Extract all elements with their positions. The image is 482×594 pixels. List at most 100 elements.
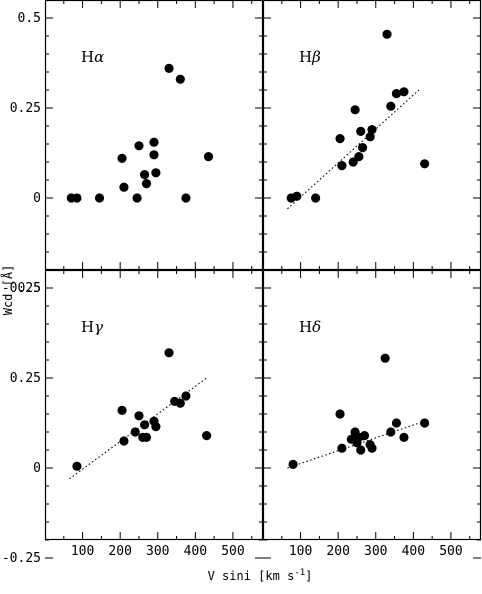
x-tick-label: 100 bbox=[289, 544, 312, 559]
data-point bbox=[391, 89, 402, 99]
panel-label: Hγ bbox=[81, 318, 103, 336]
y-tick-label: 0.25 bbox=[10, 371, 41, 386]
data-point bbox=[151, 168, 161, 178]
y-tick-label: 0.5 bbox=[18, 11, 41, 26]
panel-label: Hδ bbox=[299, 318, 321, 336]
data-point bbox=[288, 459, 298, 469]
x-axis-title-close: ] bbox=[305, 569, 312, 583]
y-tick-label: 0 bbox=[33, 461, 41, 476]
data-point bbox=[386, 101, 396, 111]
x-tick-label: 500 bbox=[221, 544, 244, 559]
panel-label: Hα bbox=[81, 48, 104, 66]
x-tick-label: 300 bbox=[146, 544, 169, 559]
data-point bbox=[399, 87, 409, 97]
data-point bbox=[140, 170, 150, 180]
data-point bbox=[119, 436, 129, 446]
x-tick-label: 500 bbox=[439, 544, 462, 559]
x-axis-title-main: V sini [km s bbox=[208, 569, 295, 583]
data-point bbox=[203, 152, 214, 162]
data-point bbox=[367, 443, 377, 453]
data-point bbox=[356, 126, 366, 136]
panel-label-letter: H bbox=[299, 48, 312, 66]
data-point bbox=[141, 432, 152, 442]
data-point bbox=[181, 391, 191, 401]
data-point bbox=[175, 398, 185, 408]
panel-frame bbox=[44, 269, 264, 541]
panel-label-greek: γ bbox=[94, 318, 103, 336]
data-point bbox=[149, 150, 159, 160]
panel-label-greek: β bbox=[311, 48, 321, 66]
y-tick-label: 0.25 bbox=[10, 101, 41, 116]
data-point bbox=[356, 445, 366, 455]
data-point bbox=[141, 179, 152, 189]
data-point bbox=[164, 63, 174, 73]
data-point bbox=[151, 422, 161, 432]
panel-label-letter: H bbox=[81, 48, 94, 66]
x-tick-label: 100 bbox=[71, 544, 94, 559]
data-point bbox=[202, 431, 212, 441]
data-point bbox=[72, 461, 82, 471]
data-point bbox=[119, 182, 129, 192]
data-point bbox=[367, 125, 377, 135]
panel-label: Hβ bbox=[299, 48, 321, 66]
data-point bbox=[382, 29, 392, 39]
data-point bbox=[337, 443, 347, 453]
data-point bbox=[386, 427, 396, 437]
panel-frame bbox=[262, 269, 482, 541]
data-point bbox=[117, 405, 127, 415]
data-point bbox=[181, 193, 191, 203]
panel-top-left: 0.5 0.25 0 -0.25 Hα bbox=[2, 0, 264, 296]
data-point bbox=[134, 141, 144, 151]
panel-bottom-right: 100 200 300 400 500 Hδ bbox=[262, 269, 482, 559]
y-tick-label: -0.25 bbox=[2, 281, 41, 296]
fit-line bbox=[287, 89, 420, 210]
data-point bbox=[354, 152, 364, 162]
x-axis-title-superscript: -1 bbox=[294, 568, 305, 578]
data-point bbox=[391, 418, 402, 428]
y-tick-label: -0.25 bbox=[2, 551, 41, 566]
data-point bbox=[311, 193, 321, 203]
data-point bbox=[72, 193, 82, 203]
panel-top-right: Hβ bbox=[262, 0, 482, 289]
x-tick-label: 200 bbox=[326, 544, 349, 559]
data-point bbox=[140, 420, 150, 430]
x-tick-label: 300 bbox=[364, 544, 387, 559]
y-axis-title: Wcd [Å] bbox=[0, 265, 15, 316]
y-tick-label: 0 bbox=[33, 191, 41, 206]
panel-bottom-left: 0.5 0.25 0 -0.25 100 200 300 400 500 Hγ bbox=[2, 269, 264, 566]
data-point bbox=[337, 161, 347, 171]
data-point bbox=[420, 159, 430, 169]
data-point bbox=[358, 143, 368, 153]
data-point bbox=[94, 193, 105, 203]
panel-label-greek: δ bbox=[312, 318, 321, 336]
data-point bbox=[132, 193, 142, 203]
data-point bbox=[399, 432, 409, 442]
x-tick-label: 200 bbox=[108, 544, 131, 559]
data-point bbox=[359, 431, 370, 441]
data-point bbox=[164, 348, 174, 358]
data-point bbox=[134, 411, 144, 421]
data-point bbox=[149, 137, 159, 147]
data-point bbox=[175, 74, 185, 84]
panel-frame bbox=[44, 0, 264, 271]
x-axis-title: V sini [km s-1] bbox=[208, 568, 313, 583]
panel-frame bbox=[262, 0, 482, 271]
x-tick-label: 400 bbox=[184, 544, 207, 559]
data-point bbox=[335, 409, 345, 419]
data-point bbox=[380, 353, 390, 363]
data-point bbox=[335, 134, 345, 144]
y-tick-label: 0.5 bbox=[18, 281, 41, 296]
x-tick-label: 400 bbox=[402, 544, 425, 559]
data-point bbox=[420, 418, 430, 428]
panel-label-letter: H bbox=[299, 318, 312, 336]
data-point bbox=[292, 191, 302, 201]
panel-label-letter: H bbox=[81, 318, 94, 336]
data-point bbox=[365, 132, 375, 142]
data-point bbox=[350, 105, 360, 115]
data-point bbox=[117, 153, 127, 163]
data-point bbox=[130, 427, 140, 437]
panel-label-greek: α bbox=[94, 48, 104, 66]
